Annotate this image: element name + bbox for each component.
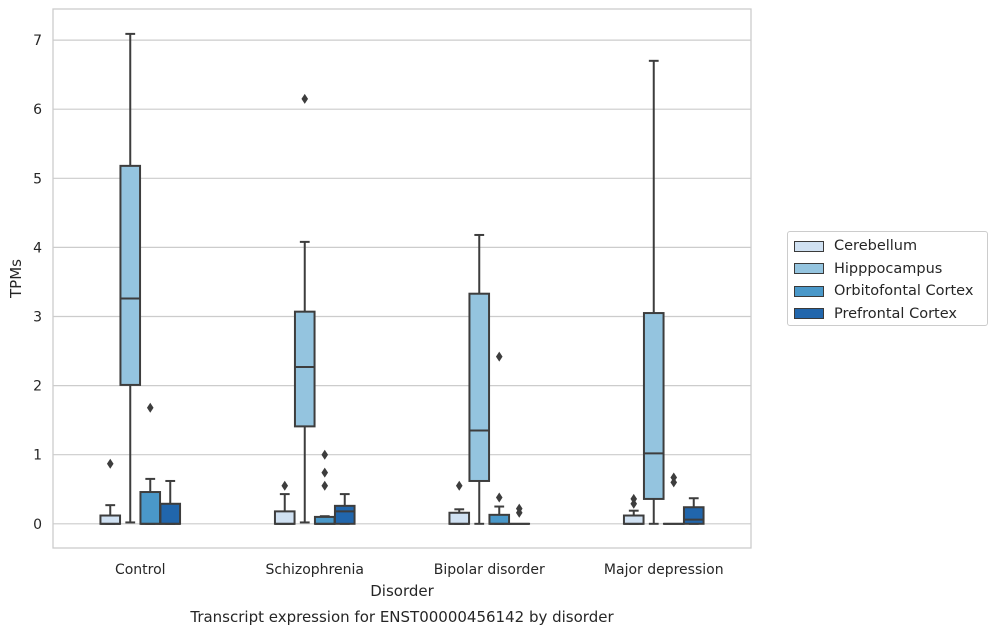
grid-lines (53, 39, 751, 525)
x-tick-labels: Control Schizophrenia Bipolar disorder Majo… (115, 562, 724, 578)
box-iqr (313, 515, 336, 525)
outlier-point (495, 351, 503, 362)
legend-item-cerebellum: Cerebellum (794, 235, 987, 258)
outlier-point (515, 503, 523, 514)
legend: Cerebellum Hipppocampus Orbitofontal Cor… (787, 231, 988, 326)
y-tick-label: 4 (33, 240, 42, 256)
chart-title: Transcript expression for ENST0000045614… (189, 608, 614, 626)
box-orbitofontal-cortex (488, 351, 511, 525)
box-iqr (159, 502, 182, 525)
box-cerebellum (99, 458, 122, 525)
box-iqr (622, 514, 645, 525)
box-hipppocampus (293, 93, 316, 524)
outlier-point (301, 93, 309, 104)
box-hipppocampus (119, 32, 142, 524)
y-tick-label: 6 (33, 102, 42, 118)
box-orbitofontal-cortex (139, 402, 162, 525)
box-iqr (293, 310, 316, 428)
x-tick-label: Control (115, 562, 166, 578)
box-prefrontal-cortex (159, 479, 182, 525)
legend-item-orbitofrontal-cortex: Orbitofontal Cortex (794, 280, 987, 303)
y-axis-label: TPMs (7, 259, 25, 299)
box-cerebellum (273, 480, 296, 525)
box-prefrontal-cortex (333, 493, 356, 525)
legend-label: Hipppocampus (834, 260, 943, 277)
y-tick-labels: 0 1 2 3 4 5 6 7 (33, 33, 42, 533)
box-iqr (448, 511, 471, 525)
box-prefrontal-cortex (682, 497, 705, 525)
box-cerebellum (622, 493, 645, 525)
box-iqr (119, 164, 142, 386)
legend-label: Orbitofontal Cortex (834, 283, 974, 300)
y-tick-label: 1 (33, 448, 42, 464)
legend-label: Prefrontal Cortex (834, 305, 957, 322)
legend-swatch (794, 240, 824, 252)
x-tick-label: Major depression (604, 562, 724, 578)
box-hipppocampus (642, 59, 665, 525)
y-tick-label: 5 (33, 171, 42, 187)
box-iqr (99, 514, 122, 525)
box-iqr (273, 510, 296, 525)
outlier-point (281, 480, 289, 491)
legend-item-hippocampus: Hipppocampus (794, 258, 987, 281)
outlier-point (321, 449, 329, 460)
box-iqr (642, 312, 665, 500)
outlier-point (670, 472, 678, 483)
outlier-point (455, 480, 463, 491)
x-tick-label: Bipolar disorder (434, 562, 545, 578)
outlier-point (106, 458, 114, 469)
legend-label: Cerebellum (834, 238, 918, 255)
outlier-point (495, 492, 503, 503)
box-iqr (682, 506, 705, 525)
y-tick-label: 2 (33, 379, 42, 395)
y-tick-label: 0 (33, 517, 42, 533)
box-prefrontal-cortex (508, 503, 531, 525)
legend-swatch (794, 308, 824, 320)
outlier-point (321, 467, 329, 478)
legend-swatch (794, 285, 824, 297)
box-iqr (333, 504, 356, 525)
box-iqr (488, 513, 511, 525)
box-orbitofontal-cortex (662, 472, 685, 525)
y-tick-label: 7 (33, 33, 42, 49)
box-hipppocampus (468, 233, 491, 525)
x-axis-label: Disorder (370, 582, 434, 600)
box-plots (99, 32, 705, 525)
plot-frame (52, 8, 752, 549)
legend-item-prefrontal-cortex: Prefrontal Cortex (794, 303, 987, 326)
legend-swatch (794, 263, 824, 275)
box-iqr (139, 491, 162, 525)
box-orbitofontal-cortex (313, 449, 336, 525)
outlier-point (146, 402, 154, 413)
x-tick-label: Schizophrenia (266, 562, 364, 578)
box-iqr (468, 292, 491, 482)
outlier-point (321, 480, 329, 491)
y-tick-label: 3 (33, 310, 42, 326)
box-cerebellum (448, 480, 471, 525)
outlier-point (630, 493, 638, 504)
